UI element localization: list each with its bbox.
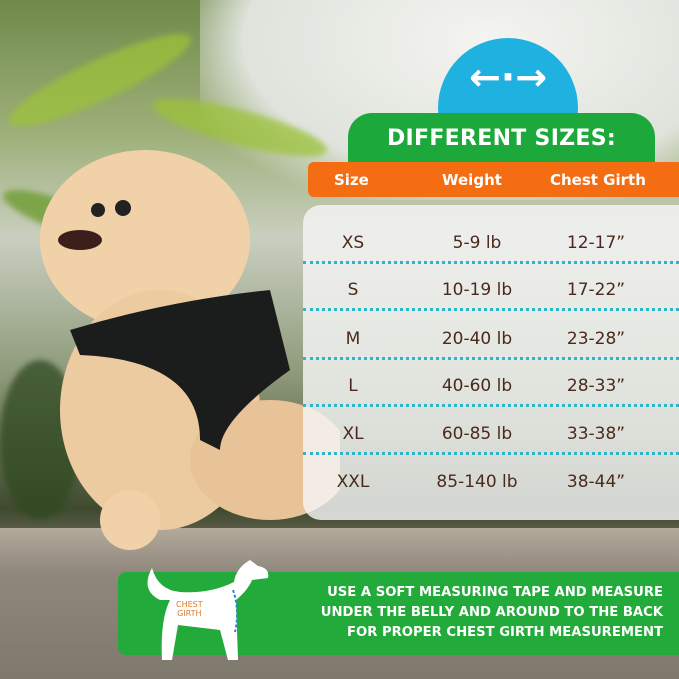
cell-chest-girth: 17-22” bbox=[566, 280, 626, 300]
note-line: USE A SOFT MEASURING TAPE AND MEASURE bbox=[327, 585, 663, 600]
row-divider bbox=[303, 261, 679, 264]
size-table: XS 5-9 lb 12-17” S 10-19 lb 17-22” M 20-40 lb 23… bbox=[303, 205, 679, 520]
cell-size: L bbox=[348, 376, 358, 396]
chest-girth-label: CHEST GIRTH bbox=[176, 600, 203, 618]
cell-weight: 40-60 lb bbox=[441, 376, 513, 396]
row-divider bbox=[303, 357, 679, 360]
cell-weight: 20-40 lb bbox=[441, 329, 513, 349]
measurement-note: USE A SOFT MEASURING TAPE AND MEASURE UN… bbox=[118, 572, 679, 655]
cell-size: M bbox=[345, 329, 361, 349]
cell-size: XL bbox=[342, 424, 364, 444]
cell-chest-girth: 28-33” bbox=[566, 376, 626, 396]
header-weight: Weight bbox=[442, 171, 502, 189]
dog-silhouette-icon bbox=[147, 560, 269, 660]
label-line: CHEST bbox=[176, 600, 203, 609]
cell-chest-girth: 12-17” bbox=[566, 233, 626, 253]
cell-weight: 85-140 lb bbox=[436, 472, 518, 492]
header-chest-girth: Chest Girth bbox=[550, 171, 646, 189]
cell-weight: 60-85 lb bbox=[441, 424, 513, 444]
header-size: Size bbox=[334, 171, 369, 189]
note-line: FOR PROPER CHEST GIRTH MEASUREMENT bbox=[346, 625, 663, 640]
label-line: GIRTH bbox=[177, 609, 202, 618]
left-right-arrows-icon: ←·→ bbox=[468, 55, 548, 99]
cell-chest-girth: 33-38” bbox=[566, 424, 626, 444]
table-header: Size Weight Chest Girth bbox=[308, 162, 679, 197]
cell-weight: 10-19 lb bbox=[441, 280, 513, 300]
table-row: XS 5-9 lb 12-17” bbox=[303, 219, 679, 267]
cell-size: XXL bbox=[336, 472, 370, 492]
cell-chest-girth: 38-44” bbox=[566, 472, 626, 492]
cell-weight: 5-9 lb bbox=[452, 233, 502, 253]
note-line: UNDER THE BELLY AND AROUND TO THE BACK bbox=[320, 605, 663, 620]
table-row: XL 60-85 lb 33-38” bbox=[303, 410, 679, 458]
cell-size: S bbox=[347, 280, 359, 300]
table-row: M 20-40 lb 23-28” bbox=[303, 315, 679, 363]
row-divider bbox=[303, 452, 679, 455]
pomeranian-dog-photo bbox=[40, 150, 340, 550]
table-row: L 40-60 lb 28-33” bbox=[303, 362, 679, 410]
table-row: S 10-19 lb 17-22” bbox=[303, 266, 679, 314]
row-divider bbox=[303, 308, 679, 311]
row-divider bbox=[303, 404, 679, 407]
cell-chest-girth: 23-28” bbox=[566, 329, 626, 349]
table-row: XXL 85-140 lb 38-44” bbox=[303, 458, 679, 506]
sizes-title: DIFFERENT SIZES: bbox=[348, 113, 655, 163]
cell-size: XS bbox=[341, 233, 365, 253]
